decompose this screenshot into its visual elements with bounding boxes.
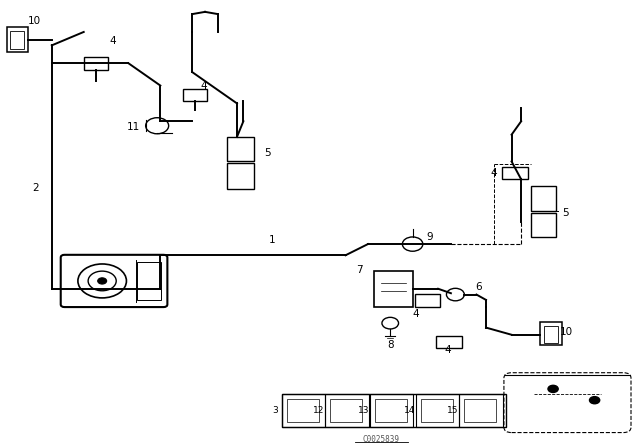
Bar [374, 271, 413, 306]
Bar [325, 394, 369, 427]
Text: 9: 9 [426, 233, 433, 242]
Bar [502, 167, 527, 179]
Text: 4: 4 [444, 345, 451, 355]
Text: 11: 11 [127, 122, 140, 132]
Circle shape [548, 385, 558, 392]
Bar [84, 56, 108, 70]
Bar [436, 336, 462, 348]
Bar [531, 213, 556, 237]
Text: 4: 4 [200, 81, 207, 90]
Bar [282, 394, 506, 427]
Text: 15: 15 [447, 406, 459, 415]
Text: 3: 3 [273, 406, 278, 415]
Text: 7: 7 [356, 265, 363, 275]
Bar [540, 322, 562, 345]
Bar [465, 399, 496, 422]
Text: 2: 2 [33, 183, 39, 193]
Bar [7, 27, 28, 52]
Text: 5: 5 [264, 147, 271, 158]
Circle shape [589, 396, 600, 404]
Bar [531, 186, 556, 211]
Bar [182, 89, 207, 101]
Text: 4: 4 [109, 36, 116, 46]
Bar [421, 399, 453, 422]
Text: 5: 5 [563, 208, 569, 218]
Bar [543, 326, 557, 343]
Bar [10, 31, 24, 49]
Text: 10: 10 [28, 16, 40, 26]
Text: 13: 13 [358, 406, 369, 415]
Text: 10: 10 [560, 327, 573, 337]
Bar [416, 394, 460, 427]
Bar [287, 399, 319, 422]
Bar [282, 394, 325, 427]
Bar [370, 394, 413, 427]
Text: 6: 6 [475, 281, 482, 292]
Bar [415, 294, 440, 306]
Text: 4: 4 [490, 168, 497, 178]
Circle shape [98, 278, 107, 284]
Bar [227, 163, 254, 189]
Bar [137, 262, 161, 300]
Text: 1: 1 [269, 235, 275, 245]
Text: C0025839: C0025839 [362, 435, 399, 444]
Bar [227, 137, 254, 161]
Bar [375, 399, 407, 422]
Text: 4: 4 [412, 309, 419, 319]
Text: 8: 8 [387, 340, 394, 350]
Text: 12: 12 [313, 406, 324, 415]
Text: 14: 14 [404, 406, 415, 415]
Bar [460, 394, 502, 427]
Bar [330, 399, 362, 422]
